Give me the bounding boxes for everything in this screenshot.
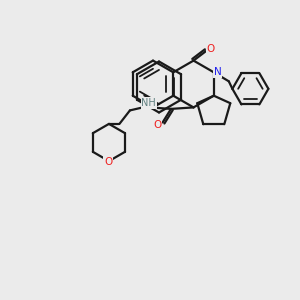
Text: N: N [214, 67, 221, 77]
Text: O: O [207, 44, 215, 55]
Text: NH: NH [142, 98, 156, 108]
Text: O: O [104, 157, 112, 167]
Text: O: O [153, 120, 162, 130]
